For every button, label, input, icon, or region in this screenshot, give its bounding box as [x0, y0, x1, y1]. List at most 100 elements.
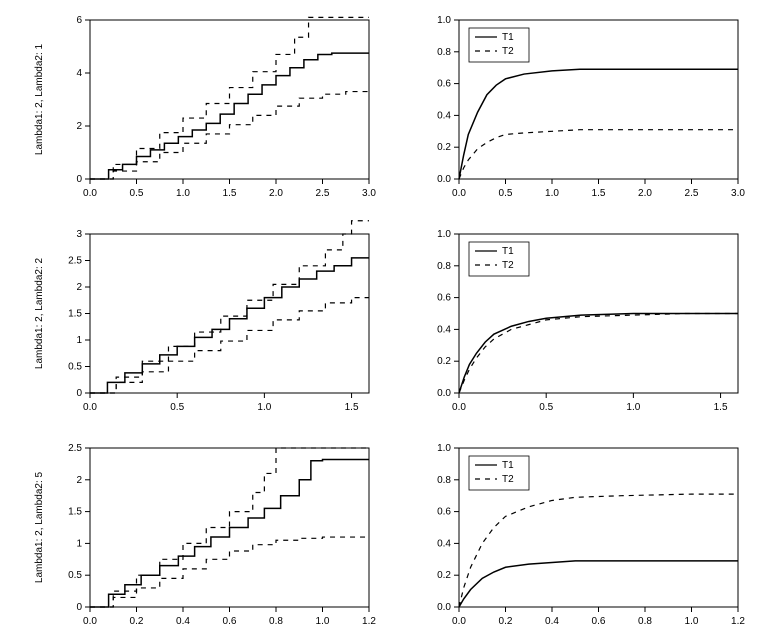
svg-text:1.5: 1.5 — [223, 188, 237, 199]
svg-text:0.2: 0.2 — [437, 356, 451, 367]
svg-text:1: 1 — [76, 538, 82, 549]
svg-text:0.5: 0.5 — [539, 402, 553, 413]
chart-grid: { "global": { "background_color": "#ffff… — [0, 0, 768, 642]
series-line — [459, 314, 738, 394]
svg-text:0.0: 0.0 — [437, 174, 451, 185]
svg-text:0.8: 0.8 — [638, 616, 652, 627]
svg-text:0: 0 — [76, 602, 82, 613]
panel-p11: 0.0 0.5 1.0 1.5 2.0 2.5 3.0 0 2 4 6 Lambda1: 2, Lam… — [34, 15, 376, 199]
svg-text:1.0: 1.0 — [437, 15, 451, 26]
svg-text:0.5: 0.5 — [130, 188, 144, 199]
svg-text:0: 0 — [76, 388, 82, 399]
svg-text:0.2: 0.2 — [130, 616, 144, 627]
svg-text:0.4: 0.4 — [545, 616, 559, 627]
series-line — [459, 130, 738, 179]
svg-text:0.4: 0.4 — [437, 324, 451, 335]
svg-text:1.0: 1.0 — [257, 402, 271, 413]
svg-text:2.5: 2.5 — [685, 188, 699, 199]
svg-text:0: 0 — [76, 174, 82, 185]
svg-text:1.0: 1.0 — [437, 443, 451, 454]
panel-p22: 0.0 0.5 1.0 1.5 0.0 0.2 0.4 0.6 0.8 1.0 T1 T2 — [437, 229, 738, 413]
svg-text:0.0: 0.0 — [452, 616, 466, 627]
svg-text:0.2: 0.2 — [437, 570, 451, 581]
legend-box — [469, 28, 529, 62]
svg-text:1.2: 1.2 — [362, 616, 376, 627]
legend-label: T1 — [502, 246, 514, 257]
svg-text:0.0: 0.0 — [83, 616, 97, 627]
legend-label: T1 — [502, 460, 514, 471]
svg-text:0.5: 0.5 — [170, 402, 184, 413]
svg-text:0.4: 0.4 — [437, 538, 451, 549]
series-line — [90, 298, 369, 393]
svg-text:0.2: 0.2 — [437, 142, 451, 153]
svg-text:1.0: 1.0 — [176, 188, 190, 199]
ylabel: Lambda1: 2, Lambda2: 1 — [34, 43, 45, 155]
svg-text:0.0: 0.0 — [437, 602, 451, 613]
svg-text:1.0: 1.0 — [685, 616, 699, 627]
svg-text:2.5: 2.5 — [316, 188, 330, 199]
legend-label: T2 — [502, 260, 514, 271]
series-line — [90, 92, 369, 179]
svg-text:1.0: 1.0 — [545, 188, 559, 199]
svg-text:3.0: 3.0 — [731, 188, 745, 199]
svg-text:0.4: 0.4 — [437, 110, 451, 121]
svg-text:0.5: 0.5 — [68, 570, 82, 581]
ylabel: Lambda1: 2, Lambda2: 5 — [34, 471, 45, 583]
svg-text:1.5: 1.5 — [714, 402, 728, 413]
series-line — [459, 561, 738, 607]
svg-text:2.5: 2.5 — [68, 443, 82, 454]
series-line — [90, 53, 369, 179]
svg-text:0.6: 0.6 — [592, 616, 606, 627]
legend-label: T1 — [502, 32, 514, 43]
legend-label: T2 — [502, 46, 514, 57]
svg-text:3.0: 3.0 — [362, 188, 376, 199]
svg-text:0.6: 0.6 — [437, 293, 451, 304]
svg-text:0.8: 0.8 — [437, 475, 451, 486]
series-line — [459, 314, 738, 394]
ylabel: Lambda1: 2, Lambda2: 2 — [34, 257, 45, 369]
svg-text:1.5: 1.5 — [68, 309, 82, 320]
svg-text:1.0: 1.0 — [316, 616, 330, 627]
series-line — [459, 494, 738, 607]
svg-text:0.6: 0.6 — [437, 507, 451, 518]
svg-text:1.2: 1.2 — [731, 616, 745, 627]
svg-text:0.8: 0.8 — [269, 616, 283, 627]
svg-text:0.6: 0.6 — [437, 79, 451, 90]
svg-text:2: 2 — [76, 121, 82, 132]
svg-text:1.5: 1.5 — [345, 402, 359, 413]
svg-text:0.0: 0.0 — [83, 188, 97, 199]
svg-text:1.0: 1.0 — [437, 229, 451, 240]
panel-p21: 0.00.51.01.500.511.522.53Lambda1: 2, Lam… — [34, 221, 369, 413]
svg-text:1.5: 1.5 — [68, 507, 82, 518]
panel-p31: 0.00.20.40.60.81.01.200.511.522.5Lambda1… — [34, 443, 376, 627]
chart-canvas: 0.0 0.5 1.0 1.5 2.0 2.5 3.0 0 2 4 6 Lambda1: 2, Lam… — [0, 0, 768, 642]
legend-box — [469, 456, 529, 490]
svg-text:0.0: 0.0 — [83, 402, 97, 413]
series-line — [90, 258, 369, 393]
legend-box — [469, 242, 529, 276]
panel-p32: 0.00.20.40.60.81.01.20.00.20.40.60.81.0T… — [437, 443, 745, 627]
svg-text:0.8: 0.8 — [437, 261, 451, 272]
svg-text:1: 1 — [76, 335, 82, 346]
svg-text:0.0: 0.0 — [437, 388, 451, 399]
svg-text:0.8: 0.8 — [437, 47, 451, 58]
svg-text:1.0: 1.0 — [626, 402, 640, 413]
svg-text:2.0: 2.0 — [269, 188, 283, 199]
svg-text:0.5: 0.5 — [68, 362, 82, 373]
series-line — [90, 459, 369, 607]
svg-text:0.0: 0.0 — [452, 188, 466, 199]
svg-text:1.5: 1.5 — [592, 188, 606, 199]
series-line — [459, 69, 738, 179]
series-line — [90, 537, 369, 607]
svg-text:2.0: 2.0 — [638, 188, 652, 199]
svg-text:2: 2 — [76, 282, 82, 293]
series-line — [90, 221, 369, 393]
series-line — [90, 17, 369, 179]
svg-text:4: 4 — [76, 68, 82, 79]
svg-text:6: 6 — [76, 15, 82, 26]
svg-text:0.4: 0.4 — [176, 616, 190, 627]
legend-label: T2 — [502, 474, 514, 485]
svg-text:0.0: 0.0 — [452, 402, 466, 413]
svg-text:0.6: 0.6 — [223, 616, 237, 627]
svg-text:2.5: 2.5 — [68, 256, 82, 267]
